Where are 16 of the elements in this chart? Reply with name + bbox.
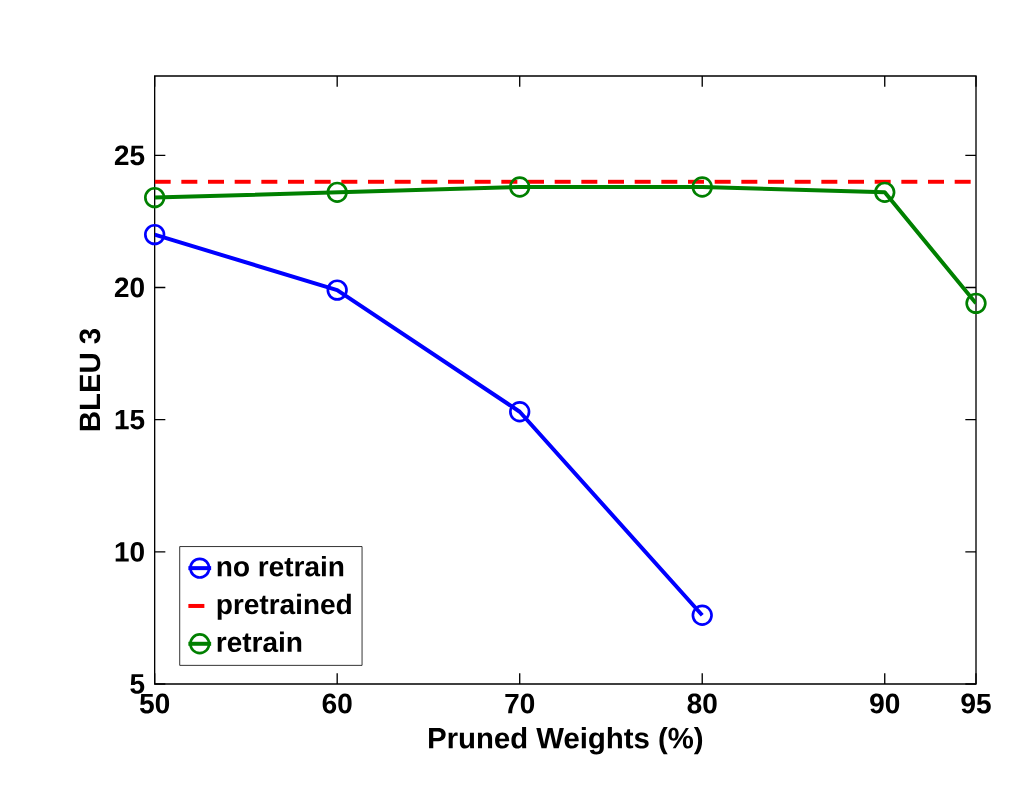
y-tick-label: 5 (130, 674, 145, 694)
x-tick-label: 50 (139, 693, 170, 714)
x-tick-label: 90 (870, 693, 900, 714)
x-tick-label: 95 (961, 693, 991, 714)
x-tick-label: 80 (687, 693, 717, 714)
y-tick-label: 10 (115, 541, 144, 562)
legend-label: no retrain (217, 555, 344, 577)
y-tick-label: 20 (114, 277, 144, 298)
x-axis-title: Pruned Weights (%) (429, 727, 703, 755)
y-tick-label: 15 (115, 409, 145, 430)
legend-label: pretrained (217, 593, 351, 620)
legend-label: retrain (217, 631, 302, 653)
y-axis-title: BLEU 3 (79, 328, 101, 431)
x-tick-label: 60 (322, 693, 352, 714)
y-tick-label: 25 (114, 145, 145, 166)
x-tick-label: 70 (505, 693, 535, 714)
